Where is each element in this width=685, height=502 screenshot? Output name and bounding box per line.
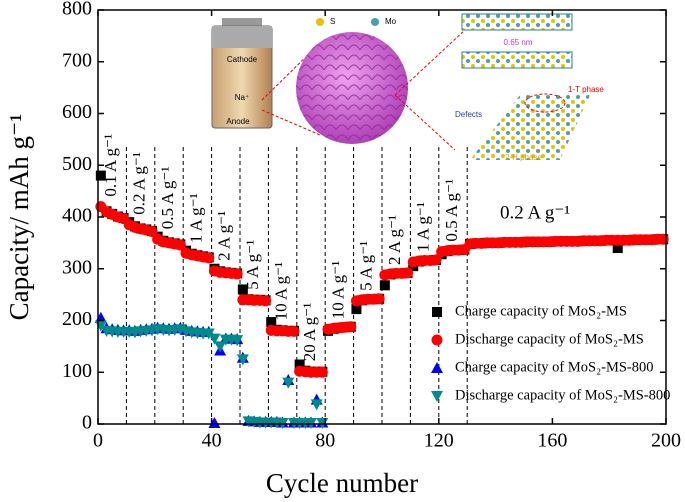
battery-top (212, 26, 272, 48)
data-point (266, 317, 277, 328)
data-point (95, 170, 106, 181)
x-axis-title: Cycle number (266, 468, 418, 498)
data-point (174, 239, 186, 251)
legend-label: Charge capacity of MoS₂-MS-800 (455, 359, 654, 375)
legend-marker (431, 391, 443, 402)
inset-label: 2-H phase (505, 153, 542, 162)
y-tick-label: 300 (62, 256, 92, 278)
data-point (294, 359, 305, 370)
legend-marker (431, 334, 443, 346)
y-tick-label: 800 (62, 0, 92, 20)
x-tick-label: 80 (315, 430, 335, 452)
data-point (146, 225, 158, 237)
data-point (237, 284, 248, 295)
rate-label: 0.5 A g⁻¹ (442, 179, 461, 242)
rate-label: 2 A g⁻¹ (215, 211, 234, 261)
legend-atom (316, 18, 324, 26)
data-point (373, 293, 385, 305)
rate-label: 5 A g⁻¹ (243, 240, 262, 290)
data-point (288, 325, 300, 337)
data-point (657, 233, 669, 245)
data-point (236, 354, 249, 366)
rate-label: 0.2 A g⁻¹ (130, 152, 149, 215)
legend-label: Discharge capacity of MoS₂-MS (455, 331, 644, 347)
x-tick-label: 160 (537, 430, 567, 452)
y-tick-label: 0 (82, 412, 92, 434)
y-tick-label: 100 (62, 360, 92, 382)
data-point (351, 304, 362, 315)
data-point (282, 377, 295, 389)
inset-label: 0.65 nm (504, 38, 533, 47)
battery-cap (222, 18, 262, 26)
rate-label: 0.5 A g⁻¹ (158, 167, 177, 230)
rate-label: 0.1 A g⁻¹ (101, 134, 120, 197)
y-tick-label: 200 (62, 308, 92, 330)
data-point (379, 280, 390, 291)
layer (461, 13, 573, 31)
rate-label: 2 A g⁻¹ (385, 215, 404, 265)
legend-marker (432, 307, 442, 317)
inset-label: Defects (455, 110, 482, 119)
inset-label: Na⁺ (235, 93, 249, 102)
rate-label: 1 A g⁻¹ (414, 202, 433, 252)
data-point (310, 399, 323, 411)
zoom-line (261, 109, 321, 136)
y-tick-label: 500 (62, 153, 92, 175)
rate-label: 5 A g⁻¹ (357, 241, 376, 291)
data-point (208, 416, 221, 428)
inset-label: Cathode (227, 55, 258, 64)
sphere-texture (296, 32, 408, 144)
x-tick-label: 200 (651, 430, 681, 452)
x-tick-label: 0 (93, 430, 103, 452)
data-point (214, 341, 227, 353)
y-tick-label: 700 (62, 49, 92, 71)
rate-label: 10 A g⁻¹ (328, 261, 347, 319)
data-point (430, 254, 442, 266)
data-point (345, 321, 357, 333)
rate-label: 20 A g⁻¹ (300, 303, 319, 361)
lattice (470, 95, 590, 160)
y-tick-label: 600 (62, 101, 92, 123)
inset: Cathode Na⁺ Anode S Mo 0.65 nm 1-T phase… (211, 13, 604, 162)
zoom-line (394, 94, 456, 151)
data-point (402, 267, 414, 279)
data-point (260, 295, 272, 307)
rate-label: 0.2 A g⁻¹ (500, 202, 570, 223)
data-point (208, 333, 221, 345)
inset-label: Anode (226, 117, 250, 126)
data-point (316, 366, 328, 378)
rate-label: 10 A g⁻¹ (272, 262, 291, 320)
x-tick-label: 120 (424, 430, 454, 452)
inset-label: Mo (385, 17, 397, 26)
layer (461, 51, 573, 69)
legend-label: Charge capacity of MoS₂-MS (455, 303, 627, 319)
data-point (231, 268, 243, 280)
y-tick-label: 400 (62, 205, 92, 227)
x-tick-label: 40 (202, 430, 222, 452)
defect-ring (524, 93, 566, 113)
data-point (203, 252, 215, 264)
legend-atom (371, 18, 379, 26)
y-axis-title: Capacity/ mAh g⁻¹ (4, 114, 34, 321)
legend-label: Discharge capacity of MoS₂-MS-800 (455, 387, 670, 403)
legend-marker (431, 362, 443, 373)
rate-label: 1 A g⁻¹ (186, 193, 205, 243)
zoom-line (394, 29, 466, 96)
data-point (612, 243, 623, 254)
inset-label: 1-T phase (568, 85, 604, 94)
data-point (231, 335, 244, 347)
inset-label: S (330, 17, 335, 26)
